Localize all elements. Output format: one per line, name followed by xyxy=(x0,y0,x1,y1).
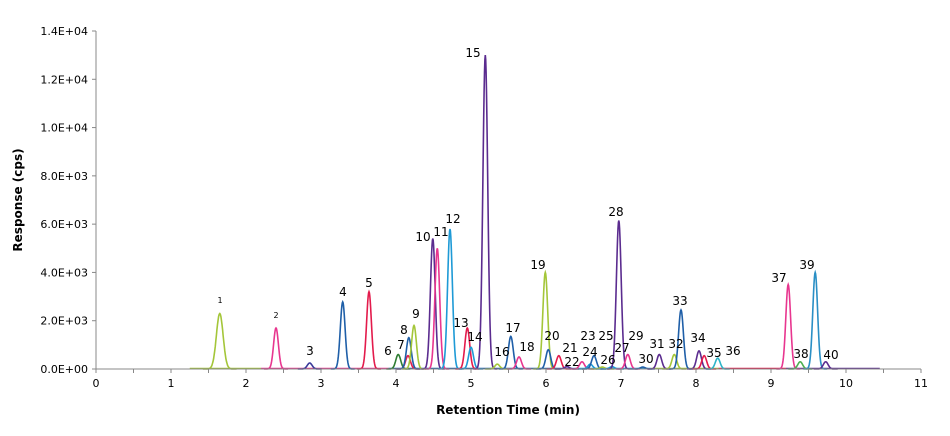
peak-label-2: 2 xyxy=(273,311,278,320)
x-tick-label: 8 xyxy=(693,377,700,390)
y-tick-label: 1.0E+04 xyxy=(40,122,88,135)
x-tick-label: 0 xyxy=(93,377,100,390)
axes: 0 1 2 3 4 5 6 7 8 9 10 110.0E+002.0E+034.0E+036.0E+… xyxy=(40,25,928,390)
peak-label-39: 39 xyxy=(799,258,814,272)
peak-19-trace xyxy=(533,269,558,370)
peak-label-33: 33 xyxy=(672,294,687,308)
x-tick-label: 1 xyxy=(168,377,175,390)
x-tick-label: 2 xyxy=(243,377,250,390)
peak-label-37: 37 xyxy=(771,271,786,285)
peak-label-1: 1 xyxy=(217,296,222,305)
peak-label-17: 17 xyxy=(505,321,520,335)
x-tick-label: 11 xyxy=(914,377,928,390)
peak-label-31: 31 xyxy=(649,337,664,351)
peak-label-18: 18 xyxy=(519,340,534,354)
peak-label-15: 15 xyxy=(465,46,480,60)
y-tick-label: 8.0E+03 xyxy=(40,170,88,183)
peak-label-6: 6 xyxy=(384,344,392,358)
x-tick-label: 5 xyxy=(468,377,475,390)
x-axis-title: Retention Time (min) xyxy=(436,403,580,417)
peak-label-7: 7 xyxy=(397,338,405,352)
peak-label-40: 40 xyxy=(823,348,838,362)
peak-label-22: 22 xyxy=(564,355,579,369)
peak-1-trace xyxy=(202,312,237,370)
y-tick-label: 6.0E+03 xyxy=(40,218,88,231)
peak-label-10: 10 xyxy=(415,230,430,244)
peak-label-4: 4 xyxy=(339,285,347,299)
x-tick-label: 9 xyxy=(768,377,775,390)
peak-label-14: 14 xyxy=(467,330,482,344)
peak-label-9: 9 xyxy=(412,307,420,321)
peak-label-28: 28 xyxy=(608,205,623,219)
peak-label-29: 29 xyxy=(628,329,643,343)
peak-label-32: 32 xyxy=(668,337,683,351)
peak-label-16: 16 xyxy=(494,345,509,359)
peak-18-trace xyxy=(507,356,531,370)
peak-label-35: 35 xyxy=(706,346,721,360)
peak-label-20: 20 xyxy=(544,329,559,343)
peak-label-19: 19 xyxy=(530,258,545,272)
peak-label-5: 5 xyxy=(365,276,373,290)
y-tick-label: 2.0E+03 xyxy=(40,315,88,328)
x-tick-label: 7 xyxy=(618,377,625,390)
x-tick-label: 10 xyxy=(839,377,853,390)
peak-label-34: 34 xyxy=(690,331,705,345)
peak-15-trace xyxy=(473,55,498,370)
peak-5-trace xyxy=(357,289,381,370)
peak-label-11: 11 xyxy=(433,225,448,239)
peak-label-30: 30 xyxy=(638,352,653,366)
peak-label-36: 36 xyxy=(725,344,740,358)
peak-label-13: 13 xyxy=(453,316,468,330)
peak-label-25: 25 xyxy=(598,329,613,343)
peak-label-23: 23 xyxy=(580,329,595,343)
peak-28-trace xyxy=(606,220,631,370)
peak-label-12: 12 xyxy=(445,212,460,226)
y-tick-label: 1.2E+04 xyxy=(40,73,88,86)
peak-label-3: 3 xyxy=(306,344,314,358)
peak-label-26: 26 xyxy=(600,353,615,367)
x-tick-label: 6 xyxy=(543,377,550,390)
peak-label-8: 8 xyxy=(400,323,408,337)
peak-29-trace xyxy=(615,353,640,370)
peak-label-24: 24 xyxy=(582,345,597,359)
peak-4-trace xyxy=(330,299,355,370)
y-tick-label: 1.4E+04 xyxy=(40,25,88,38)
peak-label-21: 21 xyxy=(562,341,577,355)
y-tick-label: 4.0E+03 xyxy=(40,266,88,279)
peak-label-38: 38 xyxy=(793,347,808,361)
peak-label-27: 27 xyxy=(614,341,629,355)
y-tick-label: 0.0E+00 xyxy=(40,363,88,376)
y-axis-title: Response (cps) xyxy=(11,148,25,251)
x-tick-label: 3 xyxy=(318,377,325,390)
x-tick-label: 4 xyxy=(393,377,400,390)
peak-2-trace xyxy=(264,326,288,370)
